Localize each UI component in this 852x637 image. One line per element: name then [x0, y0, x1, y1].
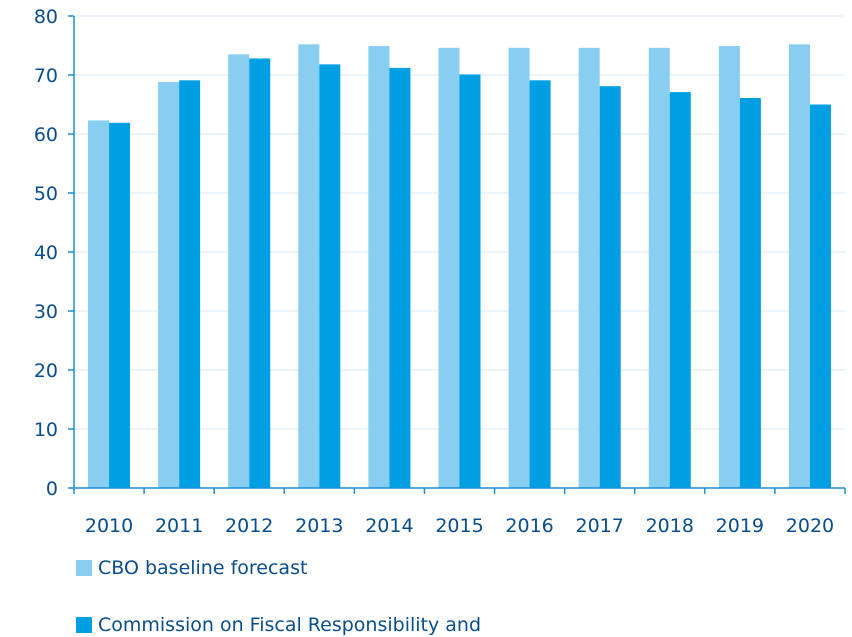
- x-tick-label: 2010: [85, 515, 133, 537]
- bar-cbo-2010: [88, 120, 110, 489]
- bar-cbo-2012: [228, 54, 250, 488]
- x-tick-labels: 2010 2011 2012 2013 2014 2015 2016 2017 2018 2019…: [85, 515, 834, 537]
- bar-commission-2020: [809, 104, 831, 488]
- bar-commission-2019: [739, 98, 761, 488]
- y-tick-label: 30: [34, 301, 58, 323]
- bar-commission-2018: [669, 92, 691, 489]
- y-tick-label: 0: [46, 478, 58, 500]
- bar-cbo-2019: [718, 46, 740, 489]
- bar-commission-2011: [179, 80, 201, 488]
- bar-cbo-2015: [438, 47, 460, 489]
- y-tick-label: 60: [34, 124, 58, 146]
- bar-commission-2014: [389, 67, 411, 489]
- bar-cbo-2016: [508, 47, 530, 489]
- bar-cbo-2011: [158, 82, 180, 488]
- bar-cbo-2014: [368, 46, 390, 489]
- y-tick-label: 50: [34, 183, 58, 205]
- bars: [88, 44, 831, 489]
- legend-label-cbo: CBO baseline forecast: [98, 557, 308, 579]
- x-tick-label: 2013: [295, 515, 343, 537]
- legend-swatch-commission: [76, 617, 92, 633]
- legend-item-commission: Commission on Fiscal Responsibility and: [76, 614, 481, 636]
- x-tick-label: 2018: [646, 515, 694, 537]
- legend-swatch-cbo: [76, 560, 92, 576]
- legend-label-commission: Commission on Fiscal Responsibility and: [98, 614, 482, 636]
- x-tick-label: 2011: [155, 515, 203, 537]
- y-tick-label: 80: [34, 6, 58, 28]
- x-tick-label: 2012: [225, 515, 273, 537]
- y-tick-label: 20: [34, 360, 58, 382]
- y-tick-labels: 0 10 20 30 40 50 60 70 80: [34, 6, 58, 500]
- bar-commission-2012: [249, 58, 271, 488]
- bar-commission-2013: [319, 64, 341, 488]
- bar-cbo-2017: [578, 47, 600, 489]
- x-tick-label: 2014: [365, 515, 413, 537]
- x-tick-label: 2020: [786, 515, 834, 537]
- y-tick-label: 70: [34, 65, 58, 87]
- bar-cbo-2020: [788, 44, 810, 488]
- bar-commission-2017: [599, 86, 621, 489]
- bar-commission-2015: [459, 74, 481, 488]
- x-tick-label: 2015: [435, 515, 483, 537]
- x-tick-label: 2019: [716, 515, 764, 537]
- bar-commission-2016: [529, 80, 551, 488]
- axes: [68, 15, 846, 494]
- legend-item-cbo: CBO baseline forecast: [76, 557, 307, 579]
- bar-cbo-2018: [648, 47, 670, 489]
- bar-commission-2010: [109, 122, 131, 488]
- bar-cbo-2013: [298, 44, 320, 488]
- x-tick-label: 2017: [576, 515, 624, 537]
- y-tick-label: 40: [34, 242, 58, 264]
- y-tick-label: 10: [34, 419, 58, 441]
- x-tick-label: 2016: [505, 515, 553, 537]
